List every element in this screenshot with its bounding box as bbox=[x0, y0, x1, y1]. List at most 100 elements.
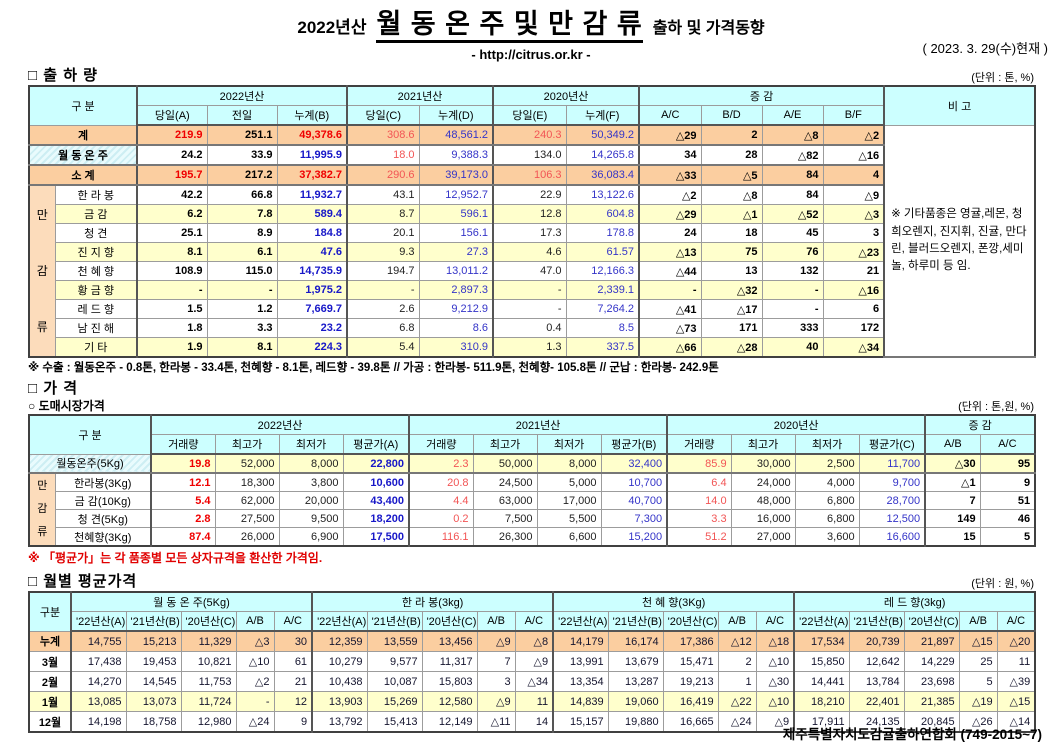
value-cell: 15,471 bbox=[662, 651, 719, 672]
column-group-diff: 증 감 bbox=[638, 85, 885, 106]
value-cell: △3 bbox=[822, 204, 885, 224]
table-row: 월동온주(5Kg) 19.8 52,000 8,000 22,800 2.3 50,000 8… bbox=[28, 453, 1036, 474]
value-cell: △8 bbox=[514, 630, 554, 652]
column-header: B/D bbox=[700, 105, 763, 126]
value-cell: 30,000 bbox=[730, 453, 796, 474]
value-cell: 224.3 bbox=[276, 337, 348, 358]
value-cell: 6.1 bbox=[206, 242, 278, 262]
value-cell: 13,085 bbox=[70, 691, 127, 712]
value-cell: - bbox=[761, 299, 824, 319]
value-cell: 18,200 bbox=[342, 509, 410, 528]
value-cell: 7 bbox=[924, 491, 981, 510]
value-cell: 9,388.3 bbox=[418, 144, 494, 166]
table-row: 기 타 1.9 8.1 224.3 5.4 310.9 1.3 337.5 △66 △28 40 △3… bbox=[29, 337, 1036, 358]
value-cell: △17 bbox=[700, 299, 763, 319]
value-cell: 15,269 bbox=[366, 691, 423, 712]
value-cell: 16,665 bbox=[662, 711, 719, 733]
column-header: '22년산(A) bbox=[70, 611, 127, 632]
column-header: 누계(B) bbox=[276, 105, 348, 126]
row-label: 2월 bbox=[28, 671, 72, 692]
value-cell: 17,000 bbox=[536, 491, 602, 510]
value-cell: 0.2 bbox=[408, 509, 474, 528]
group-header: 한 라 봉(3kg) bbox=[311, 591, 554, 612]
value-cell: 15,850 bbox=[793, 651, 850, 672]
column-header: 누계(F) bbox=[565, 105, 640, 126]
column-group-year: 2022년산 bbox=[150, 414, 410, 435]
value-cell: 9 bbox=[979, 472, 1036, 492]
value-cell: 27.3 bbox=[418, 242, 494, 262]
value-cell: 5.4 bbox=[150, 491, 216, 510]
value-cell: 75 bbox=[700, 242, 763, 262]
value-cell: 50,349.2 bbox=[565, 124, 640, 146]
value-cell: △19 bbox=[958, 691, 998, 712]
price-footnote: ※ 「평균가」는 각 품종별 모든 상자규격을 환산한 가격임. bbox=[28, 551, 323, 565]
row-label: 1월 bbox=[28, 691, 72, 712]
group-header: 천 혜 향(3Kg) bbox=[552, 591, 795, 612]
value-cell: 25 bbox=[958, 651, 998, 672]
as-of-date: ( 2023. 3. 29(수)현재 ) bbox=[922, 41, 1048, 56]
column-header: '21년산(B) bbox=[125, 611, 182, 632]
value-cell: 45 bbox=[761, 223, 824, 243]
column-header: 거래량 bbox=[408, 434, 474, 455]
value-cell: 6,800 bbox=[794, 509, 860, 528]
section-title-monthly: □ 월별 평균가격 bbox=[28, 573, 138, 590]
value-cell: 66.8 bbox=[206, 184, 278, 205]
value-cell: △9 bbox=[476, 630, 516, 652]
value-cell: 20,000 bbox=[278, 491, 344, 510]
value-cell: 17,534 bbox=[793, 630, 850, 652]
value-cell: △15 bbox=[996, 691, 1036, 712]
value-cell: △23 bbox=[822, 242, 885, 262]
column-group-gubun: 구 분 bbox=[28, 85, 138, 126]
row-label: 청 견(5Kg) bbox=[54, 509, 152, 528]
title-suffix: 출하 및 가격동향 bbox=[652, 20, 765, 37]
column-header: A/B bbox=[235, 611, 275, 632]
value-cell: 9,700 bbox=[858, 472, 926, 492]
value-cell: 87.4 bbox=[150, 527, 216, 547]
value-cell: 219.9 bbox=[136, 124, 208, 146]
value-cell: △73 bbox=[638, 318, 702, 338]
value-cell: 6 bbox=[822, 299, 885, 319]
value-cell: △34 bbox=[822, 337, 885, 358]
value-cell: 11,995.9 bbox=[276, 144, 348, 166]
value-cell: 251.1 bbox=[206, 124, 278, 146]
value-cell: 12 bbox=[273, 691, 313, 712]
value-cell: 16,000 bbox=[730, 509, 796, 528]
value-cell: 5,000 bbox=[536, 472, 602, 492]
column-header: '22년산(A) bbox=[311, 611, 368, 632]
column-header: 최저가 bbox=[794, 434, 860, 455]
value-cell: △10 bbox=[235, 651, 275, 672]
value-cell: 25.1 bbox=[136, 223, 208, 243]
column-header: A/B bbox=[476, 611, 516, 632]
value-cell: 20,739 bbox=[848, 630, 905, 652]
value-cell: 5,500 bbox=[536, 509, 602, 528]
value-cell: △30 bbox=[755, 671, 795, 692]
table-row: 월 동 온 주 24.2 33.9 11,995.9 18.0 9,388.3 134.0 1… bbox=[28, 144, 1036, 166]
value-cell: 51.2 bbox=[666, 527, 732, 547]
value-cell: △18 bbox=[755, 630, 795, 652]
value-cell: 8,000 bbox=[536, 453, 602, 474]
value-cell: - bbox=[235, 691, 275, 712]
value-cell: 13,456 bbox=[421, 630, 478, 652]
value-cell: 18.0 bbox=[346, 144, 420, 166]
value-cell: 34 bbox=[638, 144, 702, 166]
value-cell: 1.3 bbox=[492, 337, 567, 358]
value-cell: △8 bbox=[700, 184, 763, 205]
value-cell: 195.7 bbox=[136, 164, 208, 186]
value-cell: 13 bbox=[700, 261, 763, 281]
column-header: A/C bbox=[273, 611, 313, 632]
table-row: 청 견 25.1 8.9 184.8 20.1 156.1 17.3 178.8 24 18 45 3 bbox=[29, 223, 1036, 243]
value-cell: 4.4 bbox=[408, 491, 474, 510]
row-label: 계 bbox=[28, 124, 138, 146]
value-cell: 106.3 bbox=[492, 164, 567, 186]
value-cell: - bbox=[761, 280, 824, 300]
value-cell: 76 bbox=[761, 242, 824, 262]
value-cell: - bbox=[206, 280, 278, 300]
value-cell: 1 bbox=[717, 671, 757, 692]
value-cell: 27,500 bbox=[214, 509, 280, 528]
value-cell: △10 bbox=[755, 651, 795, 672]
value-cell: 2,897.3 bbox=[418, 280, 494, 300]
column-header: A/B bbox=[717, 611, 757, 632]
value-cell: 10,438 bbox=[311, 671, 368, 692]
value-cell: 3 bbox=[822, 223, 885, 243]
